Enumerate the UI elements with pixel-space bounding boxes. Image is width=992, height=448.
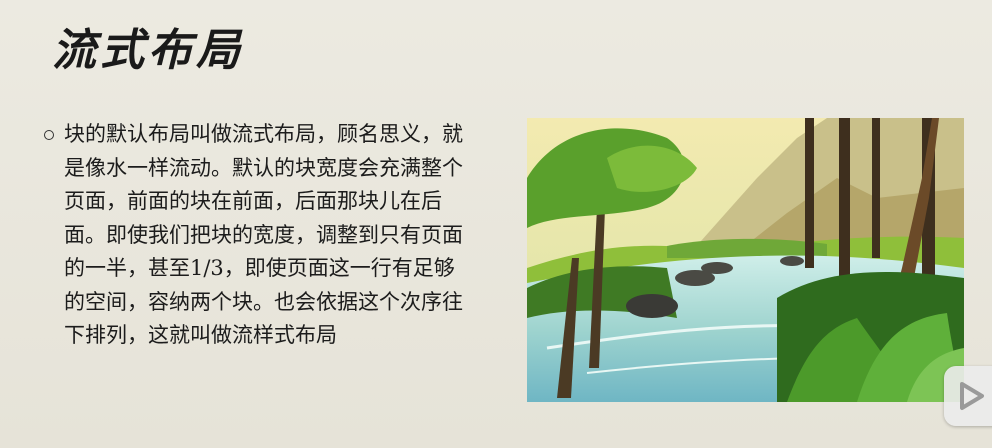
play-icon [944,366,992,426]
bullet-item: 块的默认布局叫做流式布局，顾名思义，就是像水一样流动。默认的块宽度会充满整个页面… [44,118,474,353]
bullet-text: 块的默认布局叫做流式布局，顾名思义，就是像水一样流动。默认的块宽度会充满整个页面… [64,118,469,353]
river-rock [701,262,733,274]
river-rock [626,294,678,318]
river-forest-svg [527,118,964,402]
tree-trunk [872,118,880,258]
hollow-circle-bullet-icon [44,130,54,140]
play-button[interactable] [944,366,992,426]
river-rock [780,256,804,266]
tree-trunk [839,118,850,288]
tree-trunk [805,118,814,268]
river-forest-illustration [527,118,964,402]
slide-title: 流式布局 [52,14,244,78]
